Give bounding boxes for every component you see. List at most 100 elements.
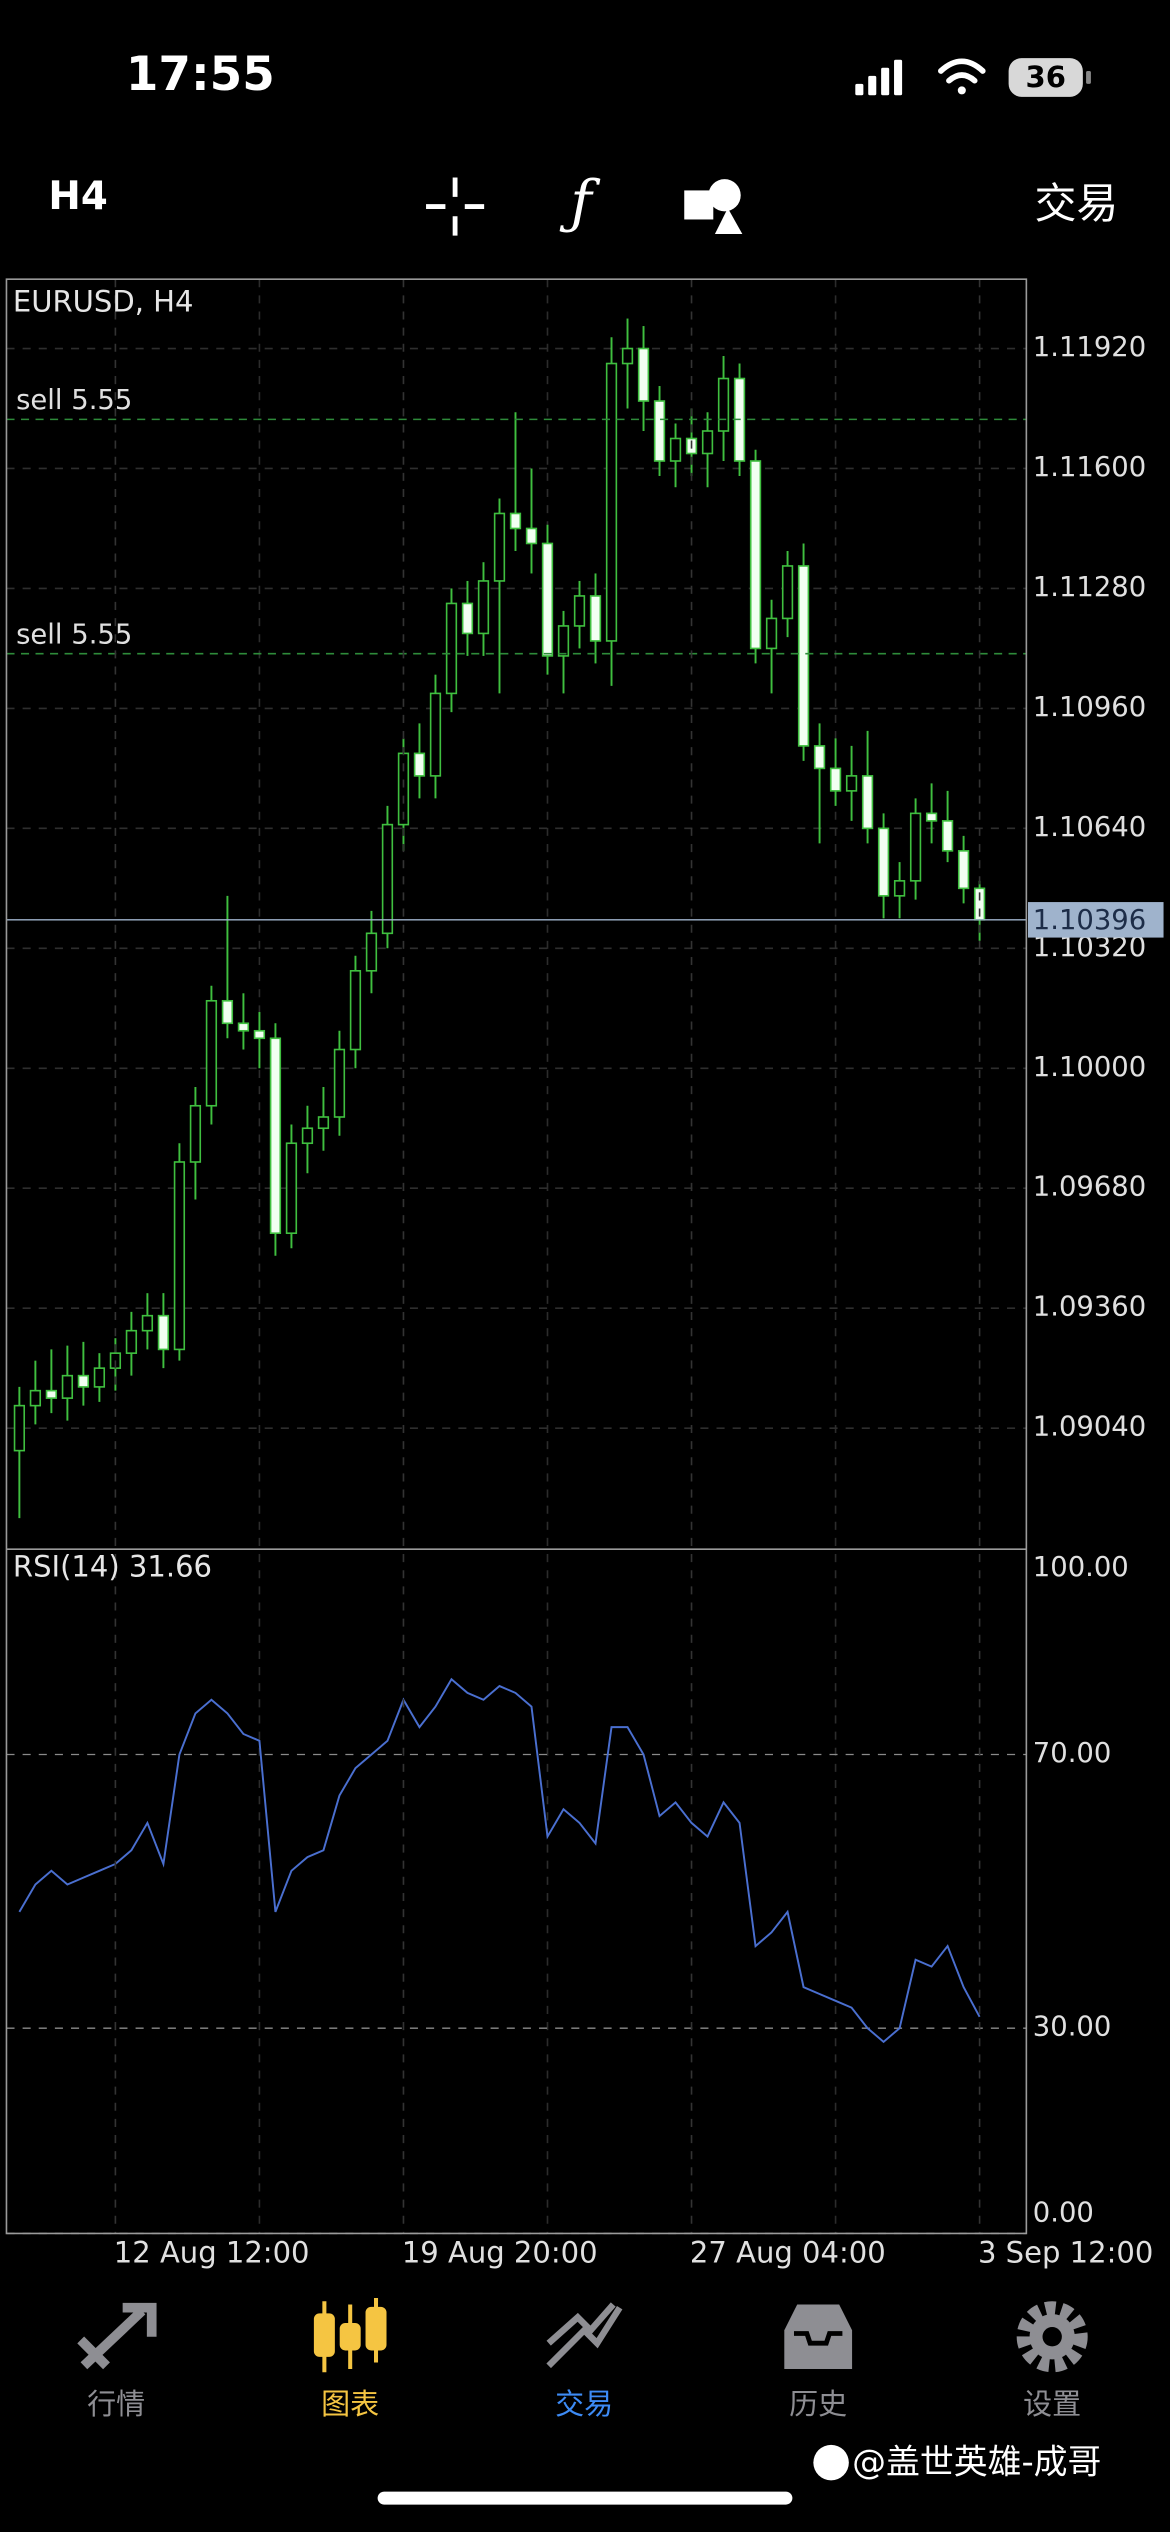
candle-body (781, 565, 794, 620)
candle-body (381, 823, 394, 935)
watermark: @盖世英雄-成哥 (852, 2443, 1101, 2482)
candle-body (221, 999, 234, 1025)
chart-title: EURUSD, H4 (13, 284, 194, 318)
candle-body (749, 460, 762, 650)
candle-body (189, 1104, 202, 1163)
candle-body (157, 1314, 170, 1351)
tab-label: 交易 (555, 2387, 613, 2421)
chart-area: 1.090401.093601.096801.100001.103201.106… (6, 279, 1164, 2269)
candle-body (45, 1389, 58, 1399)
tab-quotes[interactable]: 行情 (77, 2302, 157, 2421)
candle-body (845, 775, 858, 792)
candle-body (669, 437, 682, 462)
tab-chart[interactable]: 图表 (313, 2298, 387, 2421)
rsi-line (18, 1677, 981, 2044)
y-tick-label: 1.09680 (1033, 1172, 1146, 1203)
y-tick-label: 1.09040 (1033, 1412, 1146, 1443)
candle-body (557, 625, 570, 657)
candle-body (77, 1374, 90, 1388)
wifi-icon (938, 58, 986, 95)
candle-body (317, 1116, 330, 1130)
battery-cap (1086, 71, 1091, 84)
candle-body (797, 565, 810, 747)
candle-body (813, 745, 826, 770)
y-tick-label: 100.00 (1033, 1552, 1129, 1583)
candle-body (61, 1374, 74, 1399)
y-tick-label: 0.00 (1033, 2198, 1094, 2229)
candle-body (285, 1142, 298, 1235)
candle-body (269, 1037, 282, 1235)
x-tick-label: 27 Aug 04:00 (690, 2235, 886, 2269)
trade-button[interactable]: 交易 (1034, 179, 1118, 228)
candle-body (477, 580, 490, 635)
candle-body (541, 542, 554, 657)
signal-icon (855, 59, 903, 96)
candle-body (93, 1367, 106, 1388)
candle-body (509, 512, 522, 530)
candle-body (253, 1029, 266, 1040)
y-tick-label: 1.11920 (1033, 332, 1146, 363)
candle-body (493, 512, 506, 582)
battery-icon (1008, 58, 1083, 97)
y-tick-label: 1.09360 (1033, 1292, 1146, 1323)
candle-body (637, 347, 650, 402)
x-tick-label: 3 Sep 12:00 (978, 2235, 1153, 2269)
candle-body (301, 1127, 314, 1145)
tab-history[interactable]: 历史 (784, 2304, 853, 2421)
y-tick-label: 1.10640 (1033, 812, 1146, 843)
x-tick-label: 12 Aug 12:00 (114, 2235, 310, 2269)
candle-body (173, 1161, 186, 1351)
y-tick-label: 1.11280 (1033, 572, 1146, 603)
candle-body (445, 602, 458, 695)
candle-body (925, 812, 938, 822)
candle-body (957, 850, 970, 890)
candle-body (365, 932, 378, 972)
candle-body (589, 595, 602, 642)
price-tag-label: 1.10396 (1033, 905, 1146, 936)
candle-body (461, 602, 474, 635)
candle-body (829, 767, 842, 792)
candle-body (205, 999, 218, 1107)
candle-body (909, 812, 922, 882)
tab-label: 行情 (87, 2387, 145, 2421)
candle-body (893, 880, 906, 897)
watermark-logo (813, 2444, 849, 2481)
candle-body (237, 1022, 250, 1032)
candle-body (765, 617, 778, 650)
candle-body (525, 527, 538, 545)
candle-body (621, 347, 634, 365)
timeframe-button[interactable]: H4 (48, 174, 107, 219)
candle-body (429, 692, 442, 777)
candle-body (573, 595, 586, 627)
y-tick-label: 1.10960 (1033, 692, 1146, 723)
candle-body (125, 1329, 138, 1354)
candle-body (717, 377, 730, 432)
y-tick-label: 1.11600 (1033, 452, 1146, 483)
y-tick-label: 30.00 (1033, 2012, 1112, 2043)
objects-button[interactable] (684, 179, 743, 234)
y-tick-label: 70.00 (1033, 1738, 1112, 1769)
candle-body (413, 752, 426, 777)
x-tick-label: 19 Aug 20:00 (402, 2235, 598, 2269)
candle-body (29, 1389, 42, 1407)
clock: 17:55 (126, 48, 275, 102)
order-level-label: sell 5.55 (16, 619, 132, 650)
tab-settings[interactable]: 设置 (1016, 2301, 1088, 2421)
candle-body (941, 820, 954, 852)
battery-level: 36 (1026, 60, 1066, 94)
tab-trade[interactable]: 交易 (546, 2302, 623, 2421)
candle-body (861, 775, 874, 830)
crosshair-button[interactable] (426, 177, 485, 236)
home-indicator (377, 2491, 793, 2505)
candle-body (349, 969, 362, 1051)
chart-frame (5, 278, 1028, 2235)
price-tag (1027, 902, 1164, 938)
candle-body (13, 1404, 26, 1452)
candle-body (141, 1314, 154, 1332)
candle-body (877, 827, 890, 897)
order-level-label: sell 5.55 (16, 385, 132, 416)
candle-body (605, 362, 618, 642)
